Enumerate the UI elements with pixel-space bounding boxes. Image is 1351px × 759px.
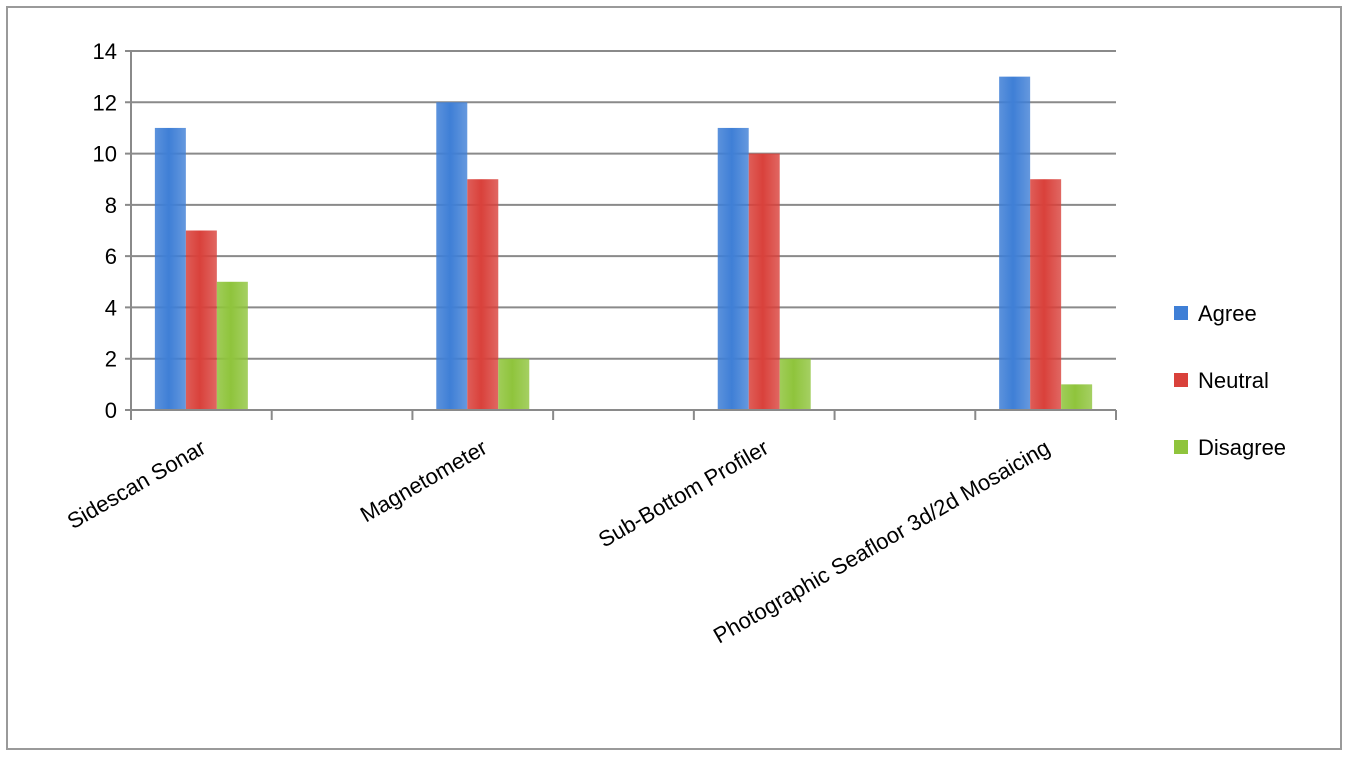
- bar-disagree-3: [779, 358, 811, 410]
- y-tick-label: 8: [105, 193, 117, 218]
- y-tick-label: 4: [105, 295, 117, 320]
- bar-agree-4: [999, 76, 1031, 411]
- bar-neutral-2: [467, 179, 499, 410]
- bar-neutral-3: [748, 153, 780, 411]
- legend-label: Disagree: [1198, 435, 1286, 460]
- y-tick-label: 14: [93, 39, 117, 64]
- y-tick-label: 6: [105, 244, 117, 269]
- axes: [130, 51, 1117, 420]
- legend-swatch: [1174, 440, 1188, 454]
- bar-neutral-1: [185, 230, 217, 410]
- bar-neutral-4: [1030, 179, 1062, 410]
- y-tick-label: 0: [105, 398, 117, 423]
- gridlines: [125, 50, 1116, 411]
- x-category-label: Photographic Seafloor 3d/2d Mosaicing: [709, 435, 1054, 649]
- x-category-label: Sidescan Sonar: [63, 435, 210, 534]
- legend: Agree Neutral Disagree: [1174, 301, 1286, 460]
- bar-disagree-1: [216, 281, 248, 410]
- legend-swatch: [1174, 373, 1188, 387]
- legend-label: Agree: [1198, 301, 1257, 326]
- x-axis-category-labels: Sidescan Sonar Magnetometer Sub-Bottom Pro…: [63, 435, 1054, 649]
- legend-swatch: [1174, 306, 1188, 320]
- bar-agree-1: [154, 127, 186, 410]
- bars: [154, 76, 1093, 411]
- bar-agree-3: [717, 127, 749, 410]
- x-category-label: Sub-Bottom Profiler: [594, 435, 773, 553]
- x-category-label: Magnetometer: [356, 435, 491, 528]
- y-tick-label: 2: [105, 347, 117, 372]
- y-axis-tick-labels: 0 2 4 6 8 10 12 14: [93, 39, 117, 423]
- y-tick-label: 12: [93, 90, 117, 115]
- bar-agree-2: [436, 102, 468, 411]
- y-tick-label: 10: [93, 142, 117, 167]
- bar-disagree-2: [498, 358, 530, 410]
- legend-label: Neutral: [1198, 368, 1269, 393]
- bar-disagree-4: [1061, 384, 1093, 410]
